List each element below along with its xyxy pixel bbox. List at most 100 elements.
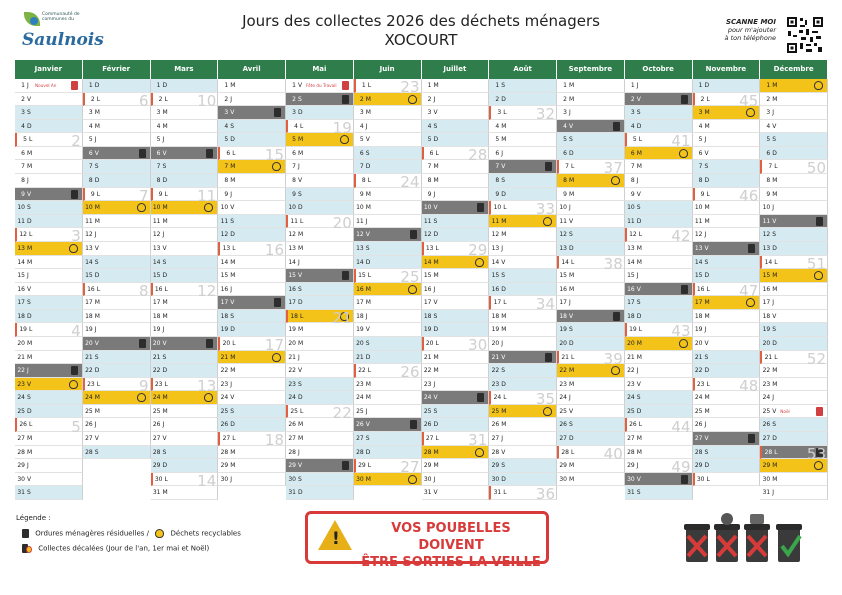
day-number: 31 bbox=[493, 489, 502, 497]
day-number: 4 bbox=[495, 122, 500, 130]
day-number: 17 bbox=[493, 299, 502, 307]
day-letter: J bbox=[636, 367, 639, 375]
day-number: 14 bbox=[423, 258, 432, 266]
day-cell: 22 D bbox=[150, 364, 219, 378]
day-number: 20 bbox=[288, 339, 296, 347]
day-letter: S bbox=[27, 109, 31, 117]
day-letter: M bbox=[365, 95, 371, 103]
day-letter: M bbox=[636, 353, 642, 361]
day-number: 30 bbox=[696, 475, 705, 483]
day-letter: V bbox=[94, 435, 99, 443]
trash-bin-icon bbox=[341, 81, 349, 90]
day-number: 2 bbox=[90, 95, 95, 103]
day-number: 18 bbox=[17, 312, 25, 320]
day-number: 5 bbox=[495, 136, 500, 144]
day-cell: 26 S bbox=[557, 418, 625, 433]
day-cell: 30 J bbox=[421, 472, 490, 487]
day-number: 23 bbox=[17, 380, 25, 388]
day-cell: 23 J bbox=[218, 377, 286, 392]
trash-bin-icon bbox=[816, 216, 823, 226]
day-number: 31 bbox=[17, 489, 25, 497]
day-letter: M bbox=[501, 326, 507, 334]
day-letter: V bbox=[230, 299, 235, 307]
day-cell: 26 L bbox=[15, 418, 83, 433]
day-letter: J bbox=[501, 149, 504, 157]
day-letter: M bbox=[27, 244, 33, 252]
day-number: 18 bbox=[694, 312, 703, 320]
trash-bin-icon bbox=[612, 311, 620, 321]
day-letter: M bbox=[772, 475, 778, 483]
day-letter: S bbox=[704, 163, 709, 171]
day-cell: 20 D bbox=[760, 336, 828, 351]
day-cell: 25 D bbox=[624, 404, 693, 419]
day-letter: L bbox=[164, 475, 168, 483]
day-letter: L bbox=[706, 475, 710, 483]
recycle-bag-icon bbox=[407, 94, 417, 104]
day-cell: 11 M bbox=[150, 214, 219, 229]
day-cell: 1 J Nouvel An bbox=[15, 79, 83, 93]
day-number: 14 bbox=[561, 258, 569, 266]
day-number: 15 bbox=[694, 272, 703, 280]
day-number: 11 bbox=[627, 217, 635, 225]
day-number: 28 bbox=[627, 448, 635, 456]
day-number: 27 bbox=[425, 435, 434, 443]
day-letter: M bbox=[298, 231, 304, 239]
qr-code-icon[interactable] bbox=[786, 16, 824, 54]
day-cell: 23 M bbox=[557, 377, 625, 392]
day-cell: 16 L bbox=[82, 282, 151, 297]
recycle-bag-icon bbox=[407, 284, 417, 294]
day-cell: 24 S bbox=[15, 391, 83, 405]
day-number: 9 bbox=[21, 190, 25, 198]
day-number: 15 bbox=[358, 272, 366, 280]
day-number: 2 bbox=[21, 95, 25, 103]
day-number: 10 bbox=[152, 204, 161, 212]
day-letter: M bbox=[365, 380, 371, 388]
day-cell: 31 S bbox=[15, 486, 83, 500]
day-number: 1 bbox=[563, 82, 567, 89]
day-cell: 20 V bbox=[82, 336, 151, 351]
day-letter: V bbox=[772, 312, 777, 320]
day-cell: 23 V bbox=[15, 377, 83, 392]
warning-text: VOS POUBELLES DOIVENT ÊTRE SORTIES LA VE… bbox=[360, 520, 542, 571]
day-letter: S bbox=[501, 272, 506, 280]
day-letter: V bbox=[772, 217, 777, 225]
day-letter: M bbox=[569, 177, 575, 185]
day-letter: M bbox=[365, 109, 371, 117]
day-number: 3 bbox=[156, 109, 161, 117]
day-letter: L bbox=[164, 380, 168, 388]
day-cell: 17 M bbox=[692, 296, 761, 310]
day-number: 22 bbox=[762, 367, 771, 375]
warning-triangle-icon bbox=[318, 520, 352, 550]
day-number: 27 bbox=[694, 435, 703, 443]
day-number: 6 bbox=[21, 149, 25, 157]
day-cell: 27 V bbox=[82, 432, 151, 446]
day-cell: 26 S bbox=[760, 418, 828, 433]
day-number: 29 bbox=[491, 462, 500, 470]
day-cell: 24 M bbox=[692, 391, 761, 405]
holiday-note: Noël bbox=[780, 408, 790, 414]
day-number: 17 bbox=[220, 299, 229, 307]
day-cell: 27 M bbox=[286, 432, 354, 446]
day-letter: V bbox=[501, 353, 506, 361]
day-cell: 16 J bbox=[421, 282, 490, 297]
day-number: 22 bbox=[627, 367, 635, 375]
day-letter: M bbox=[298, 339, 304, 347]
month-header: Février bbox=[82, 60, 151, 79]
day-letter: V bbox=[230, 204, 235, 212]
day-cell: 13 M bbox=[15, 241, 83, 256]
day-letter: M bbox=[433, 82, 439, 89]
day-letter: L bbox=[164, 190, 168, 198]
day-letter: M bbox=[433, 258, 439, 266]
day-letter: M bbox=[772, 82, 778, 89]
day-number: 30 bbox=[491, 475, 500, 483]
day-cell: 28 M bbox=[15, 445, 83, 460]
day-letter: M bbox=[501, 421, 507, 429]
day-number: 25 bbox=[152, 407, 161, 415]
day-cell: 25 M bbox=[489, 404, 557, 419]
trash-bin-icon bbox=[612, 121, 620, 131]
